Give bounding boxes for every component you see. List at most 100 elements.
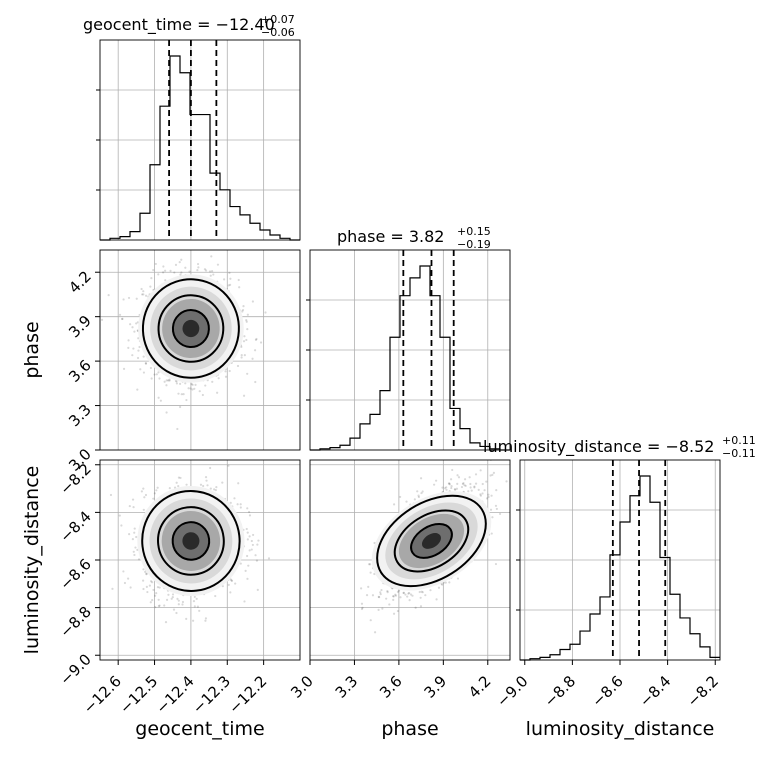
density-level-4 bbox=[421, 533, 441, 549]
sample-point bbox=[178, 382, 182, 386]
sample-point bbox=[203, 268, 207, 271]
sample-point bbox=[157, 598, 160, 601]
sample-point bbox=[392, 595, 395, 598]
sample-point bbox=[456, 577, 460, 580]
sample-point bbox=[157, 273, 160, 276]
panel-0-1 bbox=[99, 249, 301, 451]
sample-point bbox=[164, 269, 167, 272]
sample-point bbox=[199, 483, 203, 486]
sample-point bbox=[209, 274, 212, 277]
sample-point bbox=[392, 503, 396, 506]
sample-point bbox=[239, 506, 242, 509]
sample-point bbox=[246, 554, 249, 558]
sample-point bbox=[168, 379, 171, 382]
sample-point bbox=[137, 349, 140, 352]
sample-point bbox=[215, 486, 218, 489]
sample-point bbox=[250, 539, 253, 543]
sample-point bbox=[126, 577, 130, 580]
sample-point bbox=[156, 486, 159, 489]
sample-point bbox=[402, 591, 405, 594]
sample-point bbox=[420, 590, 423, 593]
sample-point bbox=[127, 339, 130, 342]
sample-point bbox=[243, 354, 246, 357]
sample-point bbox=[227, 583, 230, 586]
sample-point bbox=[168, 487, 171, 490]
sample-point bbox=[142, 587, 145, 591]
title-luminosity-distance-label: luminosity_distance = −8.52 bbox=[483, 437, 714, 457]
sample-point bbox=[177, 476, 181, 479]
panel-1-1 bbox=[309, 249, 511, 451]
sample-point bbox=[191, 383, 194, 386]
samples-0-2 bbox=[109, 464, 271, 624]
sample-point bbox=[246, 372, 249, 375]
sample-point bbox=[123, 581, 127, 585]
y-axis-label-luminosity-distance: luminosity_distance bbox=[21, 466, 43, 655]
y-tick-label-luminosity_distance: −8.4 bbox=[56, 507, 94, 545]
contour-0 bbox=[141, 489, 241, 592]
sample-point bbox=[153, 373, 156, 376]
sample-point bbox=[154, 262, 157, 266]
sample-point bbox=[175, 481, 178, 484]
sample-point bbox=[188, 270, 191, 273]
x-tick-label-geocent_time: −12.5 bbox=[116, 672, 161, 717]
sample-point bbox=[230, 579, 234, 582]
sample-point bbox=[195, 597, 198, 600]
sample-point bbox=[142, 568, 145, 571]
samples-1-2 bbox=[359, 460, 508, 634]
density-1-2 bbox=[371, 491, 492, 591]
sample-point bbox=[411, 594, 414, 597]
sample-point bbox=[184, 382, 187, 385]
sample-point bbox=[242, 340, 246, 343]
sample-point bbox=[204, 384, 207, 387]
sample-point bbox=[136, 356, 140, 360]
sample-point bbox=[177, 485, 180, 488]
sample-point bbox=[437, 586, 441, 589]
sample-point bbox=[172, 608, 176, 611]
sample-point bbox=[134, 546, 137, 549]
sample-point bbox=[490, 494, 493, 497]
sample-point bbox=[399, 495, 402, 499]
sample-point bbox=[221, 481, 224, 484]
sample-point bbox=[441, 583, 444, 586]
sample-point bbox=[154, 594, 157, 597]
sample-point bbox=[417, 495, 420, 499]
sample-point bbox=[429, 589, 432, 592]
sample-point bbox=[165, 384, 168, 387]
y-tick-label-phase: 3.9 bbox=[65, 312, 95, 342]
sample-point bbox=[157, 371, 160, 374]
sample-point bbox=[144, 294, 148, 297]
sample-point bbox=[477, 488, 480, 491]
sample-point bbox=[449, 478, 453, 481]
sample-point bbox=[152, 588, 155, 592]
sample-point bbox=[165, 598, 169, 601]
sample-point bbox=[122, 367, 126, 370]
sample-point bbox=[444, 487, 447, 490]
sample-point bbox=[131, 354, 134, 357]
sample-point bbox=[448, 483, 451, 486]
sample-point bbox=[208, 270, 212, 273]
sample-point bbox=[164, 621, 168, 624]
sample-point bbox=[228, 369, 231, 373]
sample-point bbox=[237, 278, 240, 282]
sample-point bbox=[133, 527, 136, 530]
sample-point bbox=[233, 497, 236, 500]
sample-point bbox=[121, 317, 124, 320]
sample-point bbox=[206, 484, 209, 487]
contour-1 bbox=[157, 506, 225, 576]
sample-point bbox=[242, 394, 246, 397]
sample-point bbox=[469, 486, 472, 489]
sample-point bbox=[127, 346, 130, 349]
sample-point bbox=[211, 380, 214, 383]
sample-point bbox=[237, 482, 240, 485]
sample-point bbox=[196, 605, 200, 608]
sample-point bbox=[404, 593, 407, 596]
sample-point bbox=[495, 489, 498, 492]
sample-point bbox=[179, 273, 182, 276]
sample-point bbox=[267, 557, 271, 560]
title-geocent-time-sup: +0.07 bbox=[261, 13, 295, 26]
x-tick-label-luminosity_distance: −9.0 bbox=[493, 672, 531, 710]
sample-point bbox=[234, 582, 237, 585]
sample-point bbox=[468, 476, 471, 479]
sample-point bbox=[450, 485, 453, 488]
sample-point bbox=[227, 284, 230, 287]
